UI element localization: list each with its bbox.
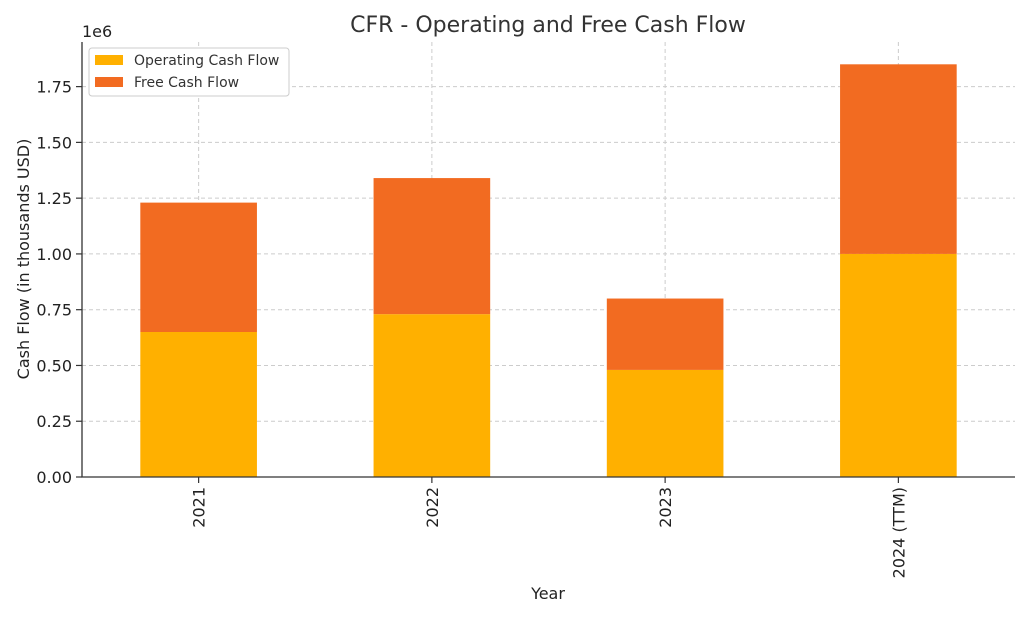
bar-operating-cash-flow (140, 332, 257, 477)
y-tick-label: 1.50 (36, 133, 72, 152)
chart-title: CFR - Operating and Free Cash Flow (350, 13, 746, 38)
bar-operating-cash-flow (373, 314, 491, 477)
y-offset-label: 1e6 (82, 22, 112, 41)
y-tick-label: 1.00 (36, 245, 72, 264)
bar-operating-cash-flow (840, 253, 957, 477)
bars (140, 64, 957, 477)
legend: Operating Cash Flow Free Cash Flow (88, 47, 290, 97)
legend-label-free: Free Cash Flow (134, 75, 239, 91)
bar-free-cash-flow (840, 64, 957, 254)
legend-label-operating: Operating Cash Flow (134, 53, 279, 69)
legend-swatch-free (95, 77, 123, 87)
x-tick-label: 2022 (423, 487, 442, 528)
y-axis: 0.00 0.25 0.50 0.75 1.00 1.25 1.50 1.75 (36, 78, 82, 487)
y-tick-label: 0.50 (36, 356, 72, 375)
y-tick-label: 0.00 (36, 468, 72, 487)
y-tick-label: 1.75 (36, 78, 72, 97)
bar-operating-cash-flow (606, 369, 724, 477)
y-tick-label: 0.25 (36, 412, 72, 431)
bar-free-cash-flow (606, 298, 724, 370)
y-tick-label: 0.75 (36, 301, 72, 320)
x-axis: 2021 2022 2023 2024 (TTM) (190, 477, 908, 578)
legend-swatch-operating (95, 55, 123, 65)
legend-box (88, 47, 290, 97)
x-axis-label: Year (530, 584, 565, 603)
y-tick-label: 1.25 (36, 189, 72, 208)
bar-free-cash-flow (373, 178, 491, 315)
bar-free-cash-flow (140, 202, 257, 332)
x-tick-label: 2021 (190, 487, 209, 528)
y-axis-label: Cash Flow (in thousands USD) (14, 139, 33, 380)
x-tick-label: 2023 (656, 487, 675, 528)
x-tick-label: 2024 (TTM) (889, 487, 908, 578)
